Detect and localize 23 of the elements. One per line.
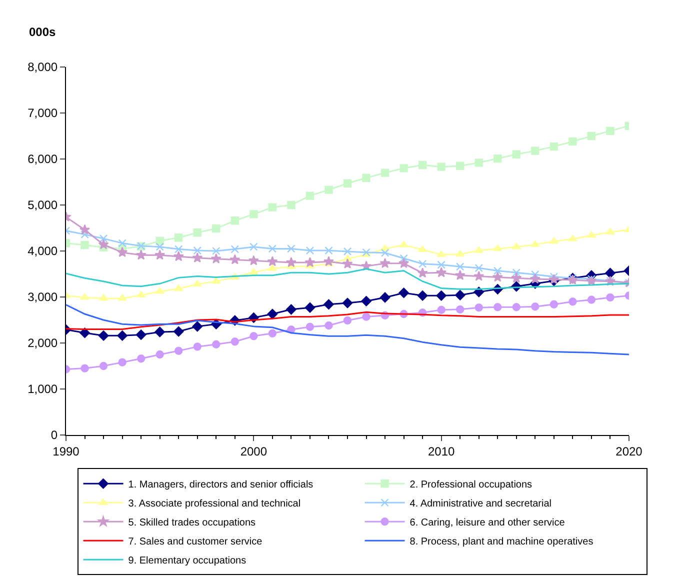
x-tick-label: 2020 xyxy=(616,444,643,458)
y-tick-label: 7,000 xyxy=(28,106,58,120)
y-axis-title: 000s xyxy=(29,25,56,39)
legend-label: 9. Elementary occupations xyxy=(128,556,246,567)
y-tick-label: 6,000 xyxy=(28,152,58,166)
y-tick-label: 0 xyxy=(50,428,58,442)
legend-label: 5. Skilled trades occupations xyxy=(128,518,256,529)
y-tick-label: 2,000 xyxy=(28,336,58,350)
legend-label: 7. Sales and customer service xyxy=(128,536,263,548)
y-tick-label: 5,000 xyxy=(28,198,58,212)
legend-label: 8. Process, plant and machine operatives xyxy=(410,536,594,548)
y-tick-label: 1,000 xyxy=(28,382,58,396)
legend-label: 4. Administrative and secretarial xyxy=(410,498,552,510)
x-tick-label: 2000 xyxy=(240,444,268,458)
y-tick-label: 8,000 xyxy=(28,60,58,74)
legend-label: 3. Associate professional and technical xyxy=(128,498,301,510)
legend-label: 2. Professional occupations xyxy=(410,480,532,491)
legend-label: 6. Caring, leisure and other service xyxy=(410,518,566,529)
x-tick-label: 1990 xyxy=(52,444,80,458)
y-tick-label: 3,000 xyxy=(28,290,58,304)
x-tick-label: 2010 xyxy=(428,444,455,458)
legend-label: 1. Managers, directors and senior officials xyxy=(128,480,314,491)
y-tick-label: 4,000 xyxy=(28,244,58,258)
